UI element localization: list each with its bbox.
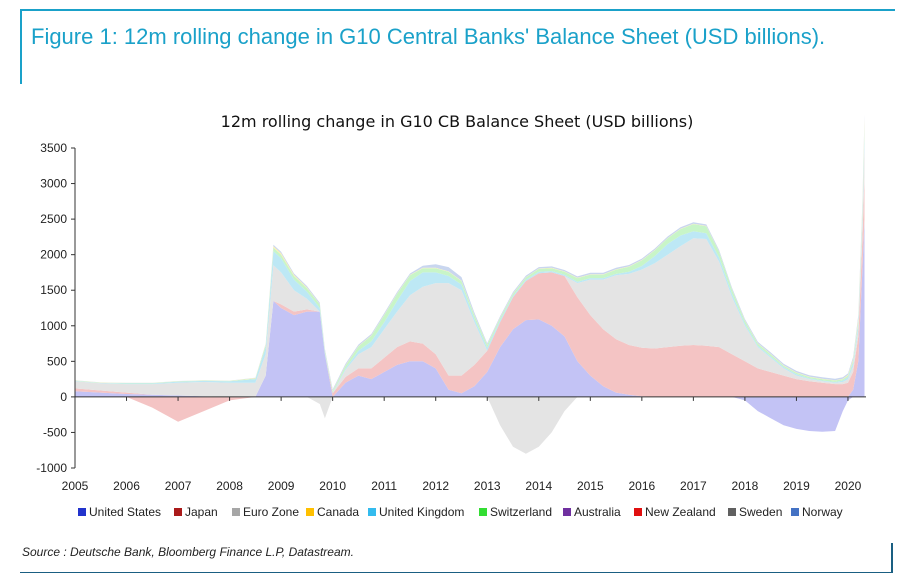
y-tick-label: 500 — [47, 354, 67, 368]
area-united-states-negative — [75, 396, 865, 432]
frame-bottom-border — [20, 572, 893, 573]
x-tick-label: 2016 — [628, 479, 655, 493]
legend-swatch-sweden — [728, 508, 736, 516]
y-tick-label: 1500 — [40, 283, 67, 297]
area-united-states-positive — [75, 219, 865, 397]
plot-areas — [75, 114, 865, 454]
y-tick-label: 1000 — [40, 319, 67, 333]
y-tick-label: 3500 — [40, 141, 67, 155]
x-tick-label: 2014 — [525, 479, 552, 493]
x-tick-label: 2009 — [268, 479, 295, 493]
legend-label-japan: Japan — [185, 505, 218, 519]
legend-label-euro-zone: Euro Zone — [243, 505, 299, 519]
x-tick-label: 2010 — [319, 479, 346, 493]
x-tick-label: 2015 — [577, 479, 604, 493]
x-tick-label: 2018 — [732, 479, 759, 493]
source-note: Source : Deutsche Bank, Bloomberg Financ… — [22, 545, 354, 559]
x-tick-label: 2019 — [783, 479, 810, 493]
chart-title: 12m rolling change in G10 CB Balance She… — [221, 112, 694, 131]
legend-label-sweden: Sweden — [739, 505, 782, 519]
x-tick-label: 2006 — [113, 479, 140, 493]
x-tick-label: 2017 — [680, 479, 707, 493]
frame-top-border — [20, 9, 895, 11]
x-tick-label: 2007 — [165, 479, 192, 493]
x-tick-label: 2005 — [62, 479, 89, 493]
x-tick-label: 2012 — [422, 479, 449, 493]
x-axis: 2005 2006 2007 2008 2009 2010 2011 2012 2013 2014… — [62, 396, 866, 493]
y-tick-label: 0 — [60, 390, 67, 404]
legend-label-united-states: United States — [89, 505, 161, 519]
legend-swatch-japan — [174, 508, 182, 516]
legend: United States Japan Euro Zone Canada United … — [78, 505, 843, 519]
figure-title: Figure 1: 12m rolling change in G10 Cent… — [31, 24, 826, 49]
legend-swatch-united-states — [78, 508, 86, 516]
y-tick-label: -1000 — [36, 461, 67, 475]
legend-label-new-zealand: New Zealand — [645, 505, 716, 519]
x-tick-label: 2020 — [835, 479, 862, 493]
x-tick-label: 2008 — [216, 479, 243, 493]
legend-swatch-norway — [791, 508, 799, 516]
y-tick-label: 2500 — [40, 212, 67, 226]
area-japan-negative — [75, 396, 865, 432]
area-euro-zone-positive — [75, 140, 865, 397]
legend-label-united-kingdom: United Kingdom — [379, 505, 464, 519]
x-tick-label: 2011 — [371, 479, 397, 493]
y-tick-label: 2000 — [40, 248, 67, 262]
legend-swatch-united-kingdom — [368, 508, 376, 516]
legend-swatch-canada — [306, 508, 314, 516]
frame-right-border — [891, 543, 893, 573]
frame-left-border — [20, 9, 22, 84]
y-axis: 3500 3000 2500 2000 1500 1000 500 0 -500 -1000 — [36, 141, 76, 475]
legend-swatch-euro-zone — [232, 508, 240, 516]
legend-label-norway: Norway — [802, 505, 843, 519]
legend-label-australia: Australia — [574, 505, 621, 519]
y-tick-label: -500 — [43, 425, 67, 439]
legend-label-canada: Canada — [317, 505, 359, 519]
legend-swatch-australia — [563, 508, 571, 516]
x-tick-label: 2013 — [474, 479, 501, 493]
y-tick-label: 3000 — [40, 177, 67, 191]
legend-label-switzerland: Switzerland — [490, 505, 552, 519]
legend-swatch-new-zealand — [634, 508, 642, 516]
legend-swatch-switzerland — [479, 508, 487, 516]
